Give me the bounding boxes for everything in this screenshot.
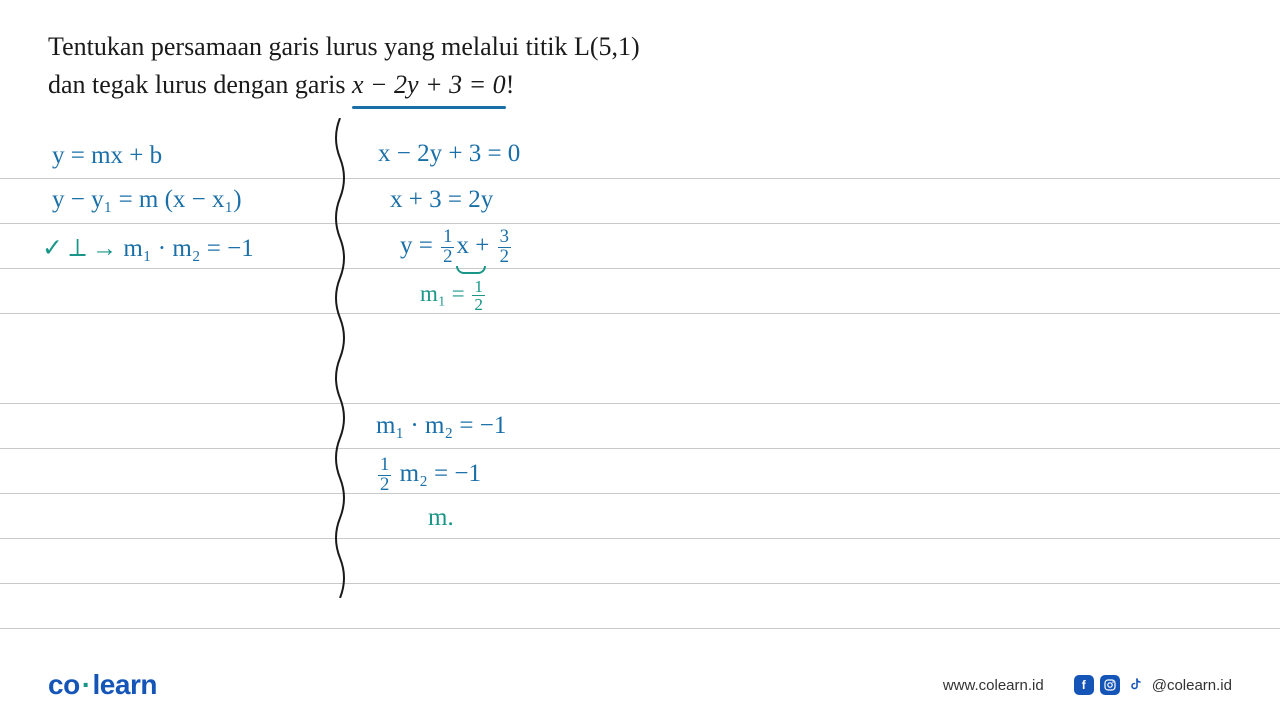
perp-body: m₁ · m₂ = −1 (123, 235, 253, 262)
question-equation: x − 2y + 3 = 0 (352, 70, 506, 99)
footer-right: www.colearn.id f @colearn.id (943, 675, 1232, 695)
right-eq-given: x − 2y + 3 = 0 (378, 140, 520, 168)
question-text: Tentukan persamaan garis lurus yang mela… (48, 28, 1232, 103)
question-line2-pre: dan tegak lurus dengan garis (48, 70, 352, 99)
question-line1: Tentukan persamaan garis lurus yang mela… (48, 32, 640, 61)
perp-prefix: ✓ ⟂ → (42, 235, 123, 262)
tiktok-icon (1126, 675, 1146, 695)
left-eq-perp: ✓ ⟂ → m₁ · m₂ = −1 (42, 233, 254, 263)
arc-under-half (456, 266, 486, 274)
question-suffix: ! (506, 70, 515, 99)
footer: co·learn www.colearn.id f @colearn.id (0, 660, 1280, 720)
website-url: www.colearn.id (943, 677, 1044, 694)
brand-logo: co·learn (48, 669, 157, 701)
workspace: y = mx + b y − y₁ = m (x − x₁) ✓ ⟂ → m₁ … (0, 118, 1280, 650)
right-eq-solved: y = 12x + 32 (400, 228, 513, 267)
left-eq-point-slope: y − y₁ = m (x − x₁) (52, 186, 242, 214)
logo-dot-icon: · (82, 669, 91, 700)
right-perp-sub: 12 m₂ = −1 (376, 456, 481, 495)
instagram-icon (1100, 675, 1120, 695)
wavy-divider (330, 118, 350, 598)
left-eq-slope-intercept: y = mx + b (52, 142, 162, 170)
social-group: f @colearn.id (1074, 675, 1232, 695)
right-eq-rearr: x + 3 = 2y (390, 186, 493, 214)
social-handle: @colearn.id (1152, 677, 1232, 694)
right-m1-value: m₁ = 12 (420, 278, 487, 314)
facebook-icon: f (1074, 675, 1094, 695)
right-perp-rule: m₁ · m₂ = −1 (376, 412, 506, 440)
right-m-partial: m. (428, 504, 454, 532)
